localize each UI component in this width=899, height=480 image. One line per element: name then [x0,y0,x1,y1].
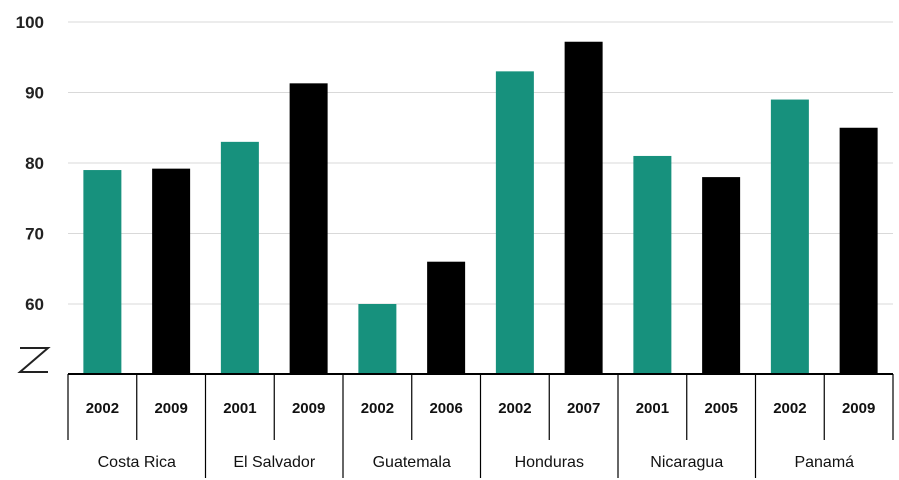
grid-lines [68,21,893,305]
x-year-label: 2002 [773,400,806,417]
x-country-label: El Salvador [233,454,315,471]
y-axis-labels: 60 70 80 90 100 [16,13,44,314]
x-country-label: Panamá [794,454,854,471]
bar [220,141,259,374]
x-year-label: 2009 [292,400,325,417]
bars [83,41,878,375]
x-year-label: 2002 [498,400,531,417]
x-year-label: 2006 [429,400,462,417]
axis-break-icon [17,347,51,373]
x-year-label: 2009 [154,400,187,417]
x-axis-labels: 2002 2009 Costa Rica 2001 2009 El Salvador 200… [86,400,876,471]
x-year-label: 2005 [704,400,737,417]
y-tick-label: 70 [25,225,44,244]
bar [358,304,397,374]
y-tick-label: 80 [25,154,44,173]
x-country-label: Guatemala [373,454,451,471]
x-year-label: 2007 [567,400,600,417]
bar [83,170,122,374]
x-year-label: 2001 [636,400,669,417]
x-year-label: 2009 [842,400,875,417]
x-axis-table [67,373,894,478]
bar [702,177,741,374]
x-country-label: Honduras [515,454,584,471]
bar [633,155,672,374]
bar [770,99,809,375]
y-tick-label: 100 [16,13,44,32]
bar [427,261,466,374]
y-tick-label: 60 [25,295,44,314]
x-year-label: 2001 [223,400,256,417]
x-year-label: 2002 [361,400,394,417]
bar [152,168,191,374]
x-country-label: Nicaragua [650,454,723,471]
y-tick-label: 90 [25,84,44,103]
x-country-label: Costa Rica [98,454,176,471]
x-year-label: 2002 [86,400,119,417]
bar [495,71,534,374]
bar [289,83,328,375]
bar [839,127,878,374]
bar [564,41,603,375]
